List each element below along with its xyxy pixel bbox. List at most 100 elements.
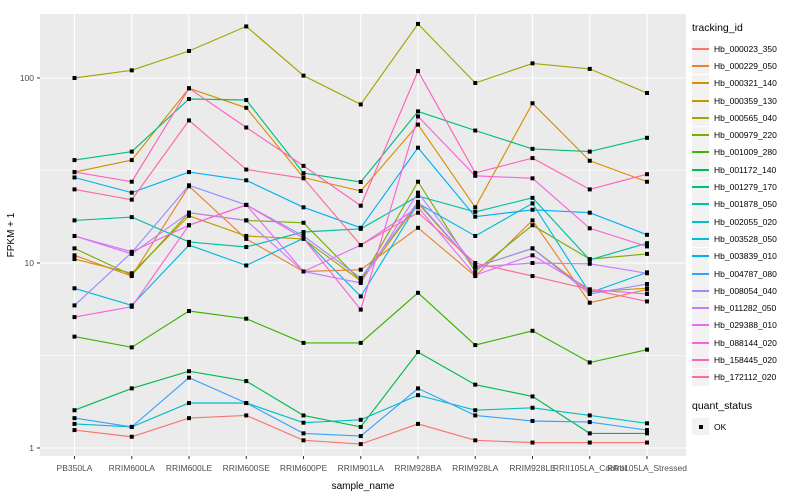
legend-key-swatch bbox=[692, 334, 709, 352]
data-point bbox=[645, 431, 649, 436]
x-tick-label: RRIM928LA bbox=[452, 463, 499, 473]
line-swatch-icon bbox=[692, 151, 709, 154]
data-point bbox=[244, 98, 249, 103]
data-point bbox=[530, 223, 535, 228]
data-point bbox=[72, 257, 77, 262]
data-point bbox=[473, 170, 478, 175]
data-point bbox=[129, 215, 134, 220]
legend-key-swatch bbox=[692, 161, 709, 179]
data-point bbox=[301, 431, 306, 436]
data-point bbox=[358, 275, 363, 280]
data-point bbox=[416, 350, 420, 355]
data-point bbox=[645, 90, 649, 95]
line-swatch-icon bbox=[692, 134, 709, 137]
data-point bbox=[587, 226, 592, 231]
data-point bbox=[129, 158, 134, 163]
data-point bbox=[72, 175, 77, 180]
legend-item-label: Hb_000359_130 bbox=[714, 95, 777, 106]
legend-item-label: Hb_003839_010 bbox=[714, 251, 777, 262]
data-point bbox=[530, 195, 535, 200]
data-point bbox=[301, 176, 306, 181]
line-swatch-icon bbox=[692, 82, 709, 85]
line-swatch-icon bbox=[692, 47, 709, 50]
legend-key-swatch bbox=[692, 282, 709, 300]
data-point bbox=[530, 61, 535, 66]
legend-item-label: Hb_000229_050 bbox=[714, 60, 777, 71]
data-point bbox=[587, 149, 592, 154]
data-point bbox=[416, 122, 420, 127]
data-point bbox=[72, 315, 77, 320]
line-swatch-icon bbox=[692, 237, 709, 240]
data-point bbox=[416, 190, 420, 195]
line-swatch-icon bbox=[692, 324, 709, 327]
data-point bbox=[244, 401, 249, 406]
legend-item-label: Hb_000321_140 bbox=[714, 78, 777, 89]
legend-key-swatch bbox=[692, 143, 709, 161]
legend-key-swatch bbox=[692, 40, 709, 58]
data-point bbox=[473, 233, 478, 238]
legend-key-swatch bbox=[692, 109, 709, 127]
data-point bbox=[244, 263, 249, 268]
line-swatch-icon bbox=[692, 116, 709, 119]
legend-key-swatch bbox=[692, 247, 709, 265]
data-point bbox=[587, 287, 592, 292]
data-point bbox=[187, 213, 191, 218]
data-point bbox=[129, 190, 134, 195]
data-point bbox=[301, 236, 306, 241]
data-point bbox=[187, 223, 191, 228]
data-point bbox=[473, 173, 478, 178]
data-point bbox=[72, 286, 77, 291]
legend-quant-status: quant_status OK bbox=[692, 400, 800, 436]
legend-item-label: Hb_004787_080 bbox=[714, 268, 777, 279]
data-point bbox=[301, 230, 306, 235]
data-point bbox=[301, 438, 306, 443]
data-point bbox=[187, 170, 191, 175]
data-point bbox=[416, 199, 420, 204]
legend-item-Hb_001009_280: Hb_001009_280 bbox=[692, 143, 800, 161]
data-point bbox=[72, 170, 77, 175]
data-point bbox=[530, 207, 535, 212]
data-point bbox=[72, 158, 77, 163]
legend-item-Hb_011282_050: Hb_011282_050 bbox=[692, 299, 800, 317]
data-point bbox=[645, 232, 649, 237]
data-point bbox=[129, 149, 134, 154]
data-point bbox=[358, 225, 363, 230]
x-tick-label: RRIM928LE bbox=[509, 463, 556, 473]
data-point bbox=[645, 251, 649, 256]
legend-item-Hb_000359_130: Hb_000359_130 bbox=[692, 92, 800, 110]
data-point bbox=[187, 118, 191, 123]
data-point bbox=[187, 375, 191, 380]
y-tick-label: 10 bbox=[24, 258, 34, 268]
data-point bbox=[530, 261, 535, 265]
legend-item-Hb_001172_140: Hb_001172_140 bbox=[692, 161, 800, 179]
data-point bbox=[530, 418, 535, 423]
line-swatch-icon bbox=[692, 64, 709, 67]
x-tick-label: RRIM928BA bbox=[394, 463, 442, 473]
y-tick-label: 100 bbox=[19, 73, 34, 83]
data-point bbox=[301, 420, 306, 425]
data-point bbox=[301, 413, 306, 418]
data-point bbox=[587, 420, 592, 425]
data-point bbox=[187, 239, 191, 244]
legend-item-Hb_172112_020: Hb_172112_020 bbox=[692, 368, 800, 386]
data-point bbox=[530, 101, 535, 106]
data-point bbox=[645, 347, 649, 352]
data-point bbox=[530, 328, 535, 333]
legend-key-swatch bbox=[692, 74, 709, 92]
data-point bbox=[129, 386, 134, 391]
legend-item-Hb_008054_040: Hb_008054_040 bbox=[692, 282, 800, 300]
data-point bbox=[244, 316, 249, 321]
data-point bbox=[187, 48, 191, 53]
data-point bbox=[416, 109, 420, 114]
x-axis-title: sample_name bbox=[331, 481, 395, 492]
data-point bbox=[473, 438, 478, 443]
data-point bbox=[645, 291, 649, 296]
line-swatch-icon bbox=[692, 376, 709, 379]
data-point bbox=[187, 401, 191, 406]
data-point bbox=[358, 434, 363, 439]
data-point bbox=[244, 236, 249, 241]
square-point-icon bbox=[698, 424, 703, 429]
data-point bbox=[72, 233, 77, 238]
data-point bbox=[129, 434, 134, 439]
line-swatch-icon bbox=[692, 255, 709, 258]
